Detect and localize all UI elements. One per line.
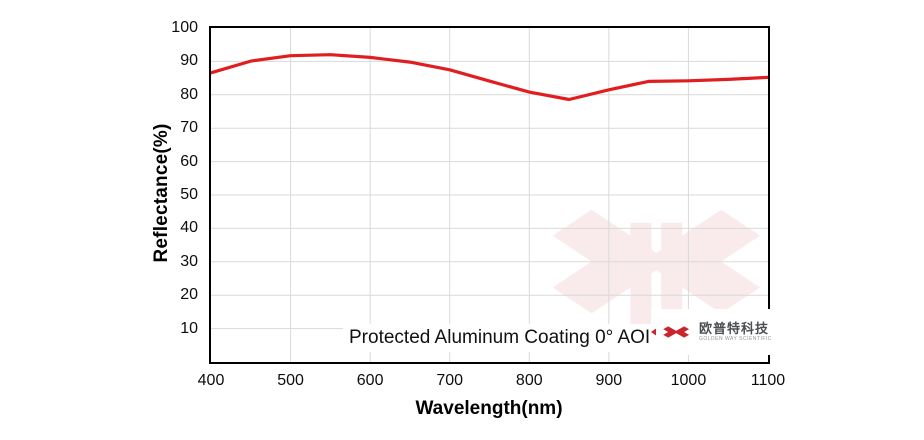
y-tick-label: 40	[180, 219, 198, 237]
plot-area: Protected Aluminum Coating 0° AOI 欧普特科技 …	[209, 26, 773, 364]
x-tick-label: 400	[197, 372, 225, 389]
brand-logo-icon	[651, 326, 695, 338]
x-tick-label: 600	[356, 372, 384, 389]
y-tick-label: 10	[180, 319, 198, 337]
y-tick-label: 70	[180, 119, 198, 137]
x-axis-title: Wavelength(nm)	[415, 398, 563, 419]
y-tick-label: 60	[180, 152, 198, 170]
y-tick-label: 100	[171, 19, 198, 36]
y-tick-label: 90	[180, 52, 198, 70]
y-tick-label: 80	[180, 85, 198, 103]
y-tick-label: 20	[180, 286, 198, 304]
annotation-label: Protected Aluminum Coating 0° AOI	[343, 324, 657, 352]
x-tick-label: 500	[277, 372, 304, 389]
brand-logo: 欧普特科技 GOLDEN WAY SCIENTIFIC	[651, 309, 773, 355]
plot-svg	[211, 28, 768, 362]
y-tick-label: 30	[180, 252, 198, 270]
x-tick-label: 1000	[670, 372, 707, 389]
x-tick-label: 900	[595, 372, 623, 389]
reflectance-curve	[211, 53, 768, 102]
brand-name-en: GOLDEN WAY SCIENTIFIC	[699, 336, 772, 343]
x-tick-label: 800	[515, 372, 543, 389]
x-tick-label: 1100	[750, 372, 786, 389]
y-tick-label: 50	[180, 186, 198, 203]
brand-name-cn: 欧普特科技	[699, 320, 770, 336]
x-tick-label: 700	[436, 372, 464, 389]
